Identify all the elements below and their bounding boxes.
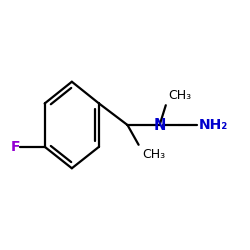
Text: NH₂: NH₂ — [199, 118, 228, 132]
Text: F: F — [11, 140, 20, 154]
Text: N: N — [154, 118, 166, 132]
Text: CH₃: CH₃ — [142, 148, 166, 161]
Text: CH₃: CH₃ — [168, 89, 192, 102]
